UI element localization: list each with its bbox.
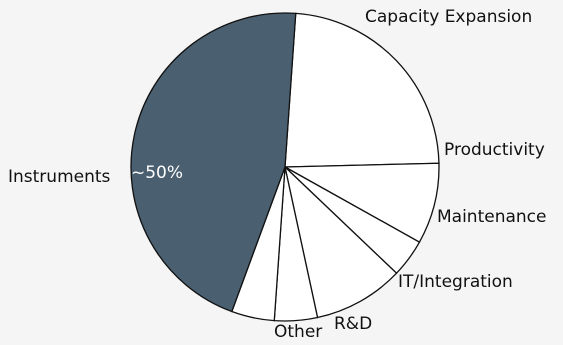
label-instruments: Instruments xyxy=(8,167,111,187)
label-it-integration: IT/Integration xyxy=(398,272,513,292)
label-capacity-expansion: Capacity Expansion xyxy=(365,7,532,27)
slice-instruments xyxy=(130,12,297,313)
label-other: Other xyxy=(274,322,322,342)
slice-capacity-expansion xyxy=(284,12,440,168)
label-rnd: R&D xyxy=(334,314,372,334)
instruments-percent-annotation: ~50% xyxy=(131,163,183,183)
label-maintenance: Maintenance xyxy=(437,207,546,227)
slice-it-integration xyxy=(283,165,398,319)
label-productivity: Productivity xyxy=(444,140,545,160)
pie-slices xyxy=(130,12,440,322)
